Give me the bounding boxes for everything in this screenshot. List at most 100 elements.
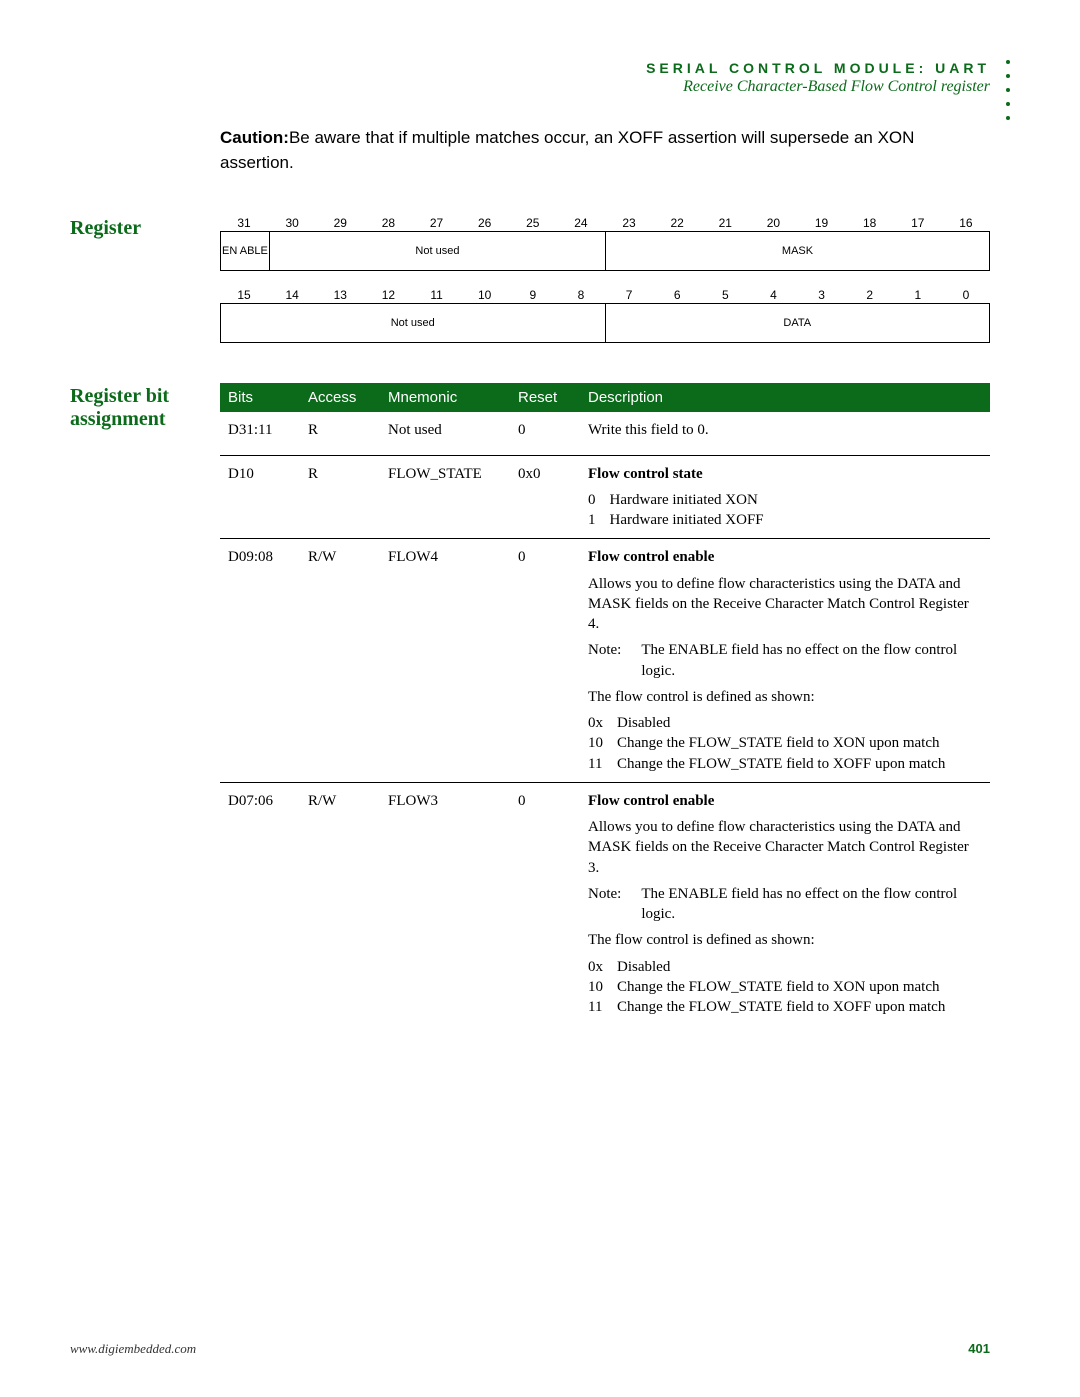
- col-head-desc: Description: [588, 389, 982, 406]
- table-row: D10RFLOW_STATE0x0Flow control state0Hard…: [220, 456, 990, 540]
- caution-text: Be aware that if multiple matches occur,…: [220, 128, 914, 172]
- bit-assign-l2: assignment: [70, 408, 166, 430]
- value-key: 0x: [588, 957, 617, 977]
- table-row: D09:08R/WFLOW40Flow control enableAllows…: [220, 539, 990, 783]
- dot-icon: [1006, 102, 1010, 106]
- desc-paragraph: Allows you to define flow characteristic…: [588, 574, 982, 635]
- value-row: 0xDisabled: [588, 957, 945, 977]
- bit-number: 3: [798, 287, 846, 303]
- bit-number: 8: [557, 287, 605, 303]
- bit-fields-high: EN ABLENot usedMASK: [220, 231, 990, 271]
- bit-number: 13: [316, 287, 364, 303]
- value-row: 11Change the FLOW_STATE field to XOFF up…: [588, 754, 945, 774]
- note-label: Note:: [588, 640, 641, 681]
- value-text: Change the FLOW_STATE field to XOFF upon…: [617, 997, 945, 1017]
- cell-description: Flow control enable Allows you to define …: [588, 791, 982, 1018]
- col-head-mnem: Mnemonic: [388, 389, 518, 406]
- bit-number: 28: [364, 215, 412, 231]
- bit-number: 16: [942, 215, 990, 231]
- cell-description: Flow control enable Allows you to define …: [588, 547, 982, 774]
- col-head-reset: Reset: [518, 389, 588, 406]
- desc-title: Flow control enable: [588, 793, 714, 809]
- bit-number: 15: [220, 287, 268, 303]
- cell-reset: 0: [518, 420, 588, 446]
- cell-bits: D31:11: [228, 420, 308, 446]
- bit-field-cell: MASK: [606, 232, 989, 270]
- cell-mnemonic: Not used: [388, 420, 518, 446]
- dot-icon: [1006, 88, 1010, 92]
- desc-paragraph: Allows you to define flow characteristic…: [588, 817, 982, 878]
- register-diagram: 31302928272625242322212019181716 EN ABLE…: [220, 215, 990, 343]
- bit-number: 17: [894, 215, 942, 231]
- footer-url: www.digiembedded.com: [70, 1341, 196, 1357]
- cell-reset: 0: [518, 791, 588, 1018]
- dot-icon: [1006, 74, 1010, 78]
- cell-bits: D07:06: [228, 791, 308, 1018]
- value-text: Disabled: [617, 713, 945, 733]
- value-key: 10: [588, 977, 617, 997]
- bit-number: 6: [653, 287, 701, 303]
- page-header: SERIAL CONTROL MODULE: UART Receive Char…: [70, 60, 990, 96]
- bit-number: 4: [749, 287, 797, 303]
- desc-paragraph: The flow control is defined as shown:: [588, 930, 982, 950]
- value-list: 0Hardware initiated XON1Hardware initiat…: [588, 490, 764, 531]
- bit-number: 22: [653, 215, 701, 231]
- cell-reset: 0x0: [518, 464, 588, 531]
- bit-number: 9: [509, 287, 557, 303]
- page-footer: www.digiembedded.com 401: [70, 1341, 990, 1357]
- cell-bits: D09:08: [228, 547, 308, 774]
- bit-number: 26: [461, 215, 509, 231]
- cell-access: R: [308, 420, 388, 446]
- desc-text: Write this field to 0.: [588, 420, 982, 440]
- bit-number: 14: [268, 287, 316, 303]
- bit-number: 31: [220, 215, 268, 231]
- bit-assign-l1: Register bit: [70, 385, 169, 407]
- bit-number: 23: [605, 215, 653, 231]
- bit-number: 18: [846, 215, 894, 231]
- value-key: 0x: [588, 713, 617, 733]
- desc-note: Note:The ENABLE field has no effect on t…: [588, 884, 982, 925]
- note-label: Note:: [588, 884, 641, 925]
- bit-number: 19: [798, 215, 846, 231]
- value-key: 11: [588, 997, 617, 1017]
- value-row: 11Change the FLOW_STATE field to XOFF up…: [588, 997, 945, 1017]
- bit-assignment-heading: Register bit assignment: [70, 383, 220, 431]
- col-head-access: Access: [308, 389, 388, 406]
- bit-assignment-table: Bits Access Mnemonic Reset Description D…: [220, 383, 990, 1025]
- value-row: 0xDisabled: [588, 713, 945, 733]
- table-body: D31:11RNot used0Write this field to 0.D1…: [220, 412, 990, 1025]
- bit-field-cell: EN ABLE: [221, 232, 270, 270]
- bit-number: 2: [846, 287, 894, 303]
- bit-number: 24: [557, 215, 605, 231]
- footer-page-number: 401: [968, 1341, 990, 1357]
- value-row: 10Change the FLOW_STATE field to XON upo…: [588, 733, 945, 753]
- cell-access: R: [308, 464, 388, 531]
- cell-description: Flow control state0Hardware initiated XO…: [588, 464, 982, 531]
- col-head-bits: Bits: [228, 389, 308, 406]
- cell-reset: 0: [518, 547, 588, 774]
- table-row: D07:06R/WFLOW30Flow control enableAllows…: [220, 783, 990, 1026]
- value-key: 11: [588, 754, 617, 774]
- bit-number: 21: [701, 215, 749, 231]
- bit-field-cell: DATA: [606, 304, 990, 342]
- desc-title: Flow control enable: [588, 549, 714, 565]
- bit-number: 7: [605, 287, 653, 303]
- value-text: Hardware initiated XOFF: [610, 510, 764, 530]
- document-page: SERIAL CONTROL MODULE: UART Receive Char…: [0, 0, 1080, 1397]
- cell-mnemonic: FLOW4: [388, 547, 518, 774]
- value-row: 0Hardware initiated XON: [588, 490, 764, 510]
- table-row: D31:11RNot used0Write this field to 0.: [220, 412, 990, 455]
- value-list: 0xDisabled10Change the FLOW_STATE field …: [588, 957, 945, 1018]
- table-header-row: Bits Access Mnemonic Reset Description: [220, 383, 990, 412]
- value-key: 10: [588, 733, 617, 753]
- cell-bits: D10: [228, 464, 308, 531]
- bit-field-cell: Not used: [221, 304, 606, 342]
- bit-number: 30: [268, 215, 316, 231]
- bit-fields-low: Not usedDATA: [220, 303, 990, 343]
- value-text: Change the FLOW_STATE field to XOFF upon…: [617, 754, 945, 774]
- note-text: The ENABLE field has no effect on the fl…: [641, 884, 982, 925]
- value-text: Hardware initiated XON: [610, 490, 764, 510]
- bit-number: 1: [894, 287, 942, 303]
- register-section: Register 3130292827262524232221201918171…: [70, 215, 990, 343]
- desc-paragraph: The flow control is defined as shown:: [588, 687, 982, 707]
